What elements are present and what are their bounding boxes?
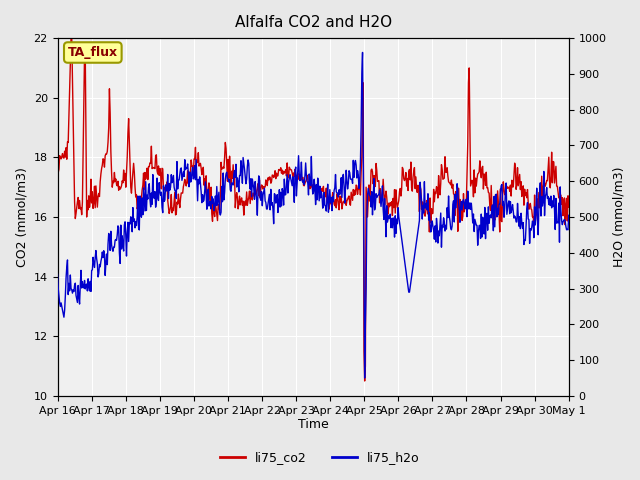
Y-axis label: CO2 (mmol/m3): CO2 (mmol/m3) xyxy=(15,167,28,267)
Y-axis label: H2O (mmol/m3): H2O (mmol/m3) xyxy=(612,167,625,267)
Legend: li75_co2, li75_h2o: li75_co2, li75_h2o xyxy=(215,446,425,469)
Title: Alfalfa CO2 and H2O: Alfalfa CO2 and H2O xyxy=(235,15,392,30)
Text: TA_flux: TA_flux xyxy=(68,46,118,59)
X-axis label: Time: Time xyxy=(298,419,328,432)
